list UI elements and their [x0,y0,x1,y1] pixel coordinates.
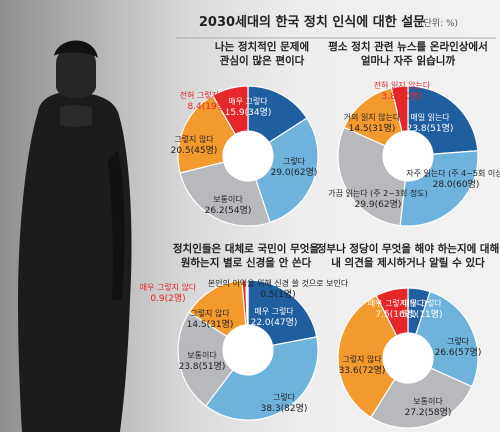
slice-value: 27.2(58명) [405,407,452,418]
slice-label: 매우 그렇다 [402,298,442,308]
donut-hole [223,131,273,181]
slice-value: 15.9(34명) [225,107,272,118]
slice-value: 20.5(45명) [171,145,218,156]
slice-label: 그렇지 않다 [190,308,230,318]
chart-title-line: 정부나 정당이 무엇을 해야 하는지에 대해 [317,242,500,255]
slice-label: 전혀 읽지 않는다 [374,80,431,90]
slice-value: 38.3(82명) [261,403,308,414]
chart-title-line: 정치인들은 대체로 국민이 무엇을 [173,242,320,255]
donut-hole [223,325,273,375]
slice-label: 매우 그렇다 [228,96,268,106]
slice-label: 보통이다 [413,396,443,406]
slice-label: 그렇다 [273,392,296,402]
slice-label: 매우 그렇지 않다 [140,282,197,292]
slice-label: 그렇지 않다 [174,134,214,144]
slice-value: 8.4(19명) [187,101,228,112]
slice-value: 26.6(57명) [435,347,482,358]
slice-value: 14.5(31명) [187,319,234,330]
slice-label: 매우 그렇다 [254,306,294,316]
chart-title-line: 평소 정치 관련 뉴스를 온라인상에서 [328,40,488,53]
donut-hole [383,131,433,181]
chart-title-line: 관심이 많은 편이다 [220,54,305,67]
slice-label: 가끔 읽는다 (주 2~3회 정도) [328,188,428,198]
slice-label: 전혀 그렇지 않다 [180,90,237,100]
slice-value: 0.9(2명) [150,293,185,304]
donut-chart-4: 정부나 정당이 무엇을 해야 하는지에 대해내 의견을 제시하거나 알릴 수 있… [317,242,500,429]
chart-title-line: 원하는지 별로 신경을 안 쓴다 [181,256,312,269]
slice-value: 29.0(62명) [271,167,318,178]
chart-title-line: 내 의견을 제시하거나 알릴 수 있다 [331,256,485,269]
slice-value: 5.1(11명) [401,309,442,320]
chart-title-line: 나는 정치적인 문제에 [215,40,309,53]
slice-value: 7.5(16명) [375,309,416,320]
slice-value: 28.0(60명) [433,179,480,190]
chart-title-line: 얼마나 자주 읽습니까 [361,54,456,67]
slice-value: 22.0(47명) [251,317,298,328]
slice-label: 그렇다 [447,336,470,346]
slice-label: 그렇지 않다 [342,354,382,364]
slice-label: 자주 읽는다 (주 4~5회 이상) [406,168,500,178]
man-figure-illustration [18,40,132,432]
slice-value: 23.8(51명) [407,123,454,134]
unit-label: (단위: %) [420,18,458,29]
slice-label: 거의 읽지 않는다 [344,112,401,122]
page-title: 2030세대의 한국 정치 인식에 대한 설문 [199,14,425,30]
donut-hole [383,333,433,383]
slice-value: 29.9(62명) [355,199,402,210]
pie-slice [255,117,319,224]
slice-label: 매일 읽는다 [410,113,450,122]
slice-value: 3.8(10명) [381,91,422,102]
slice-label: 본인의 이익을 위해 신경 쓸 것으로 보인다 [208,278,349,288]
slice-value: 0.5(1명) [260,289,295,300]
slice-value: 33.6(72명) [339,365,386,376]
slice-value: 26.2(54명) [205,205,252,216]
slice-value: 14.5(31명) [349,123,396,134]
slice-label: 보통이다 [213,194,243,204]
slice-label: 보통이다 [187,350,217,360]
slice-label: 그렇다 [283,156,306,166]
slice-value: 23.8(51명) [179,361,226,372]
slice-label: 매우 그렇지 않다 [368,298,425,308]
